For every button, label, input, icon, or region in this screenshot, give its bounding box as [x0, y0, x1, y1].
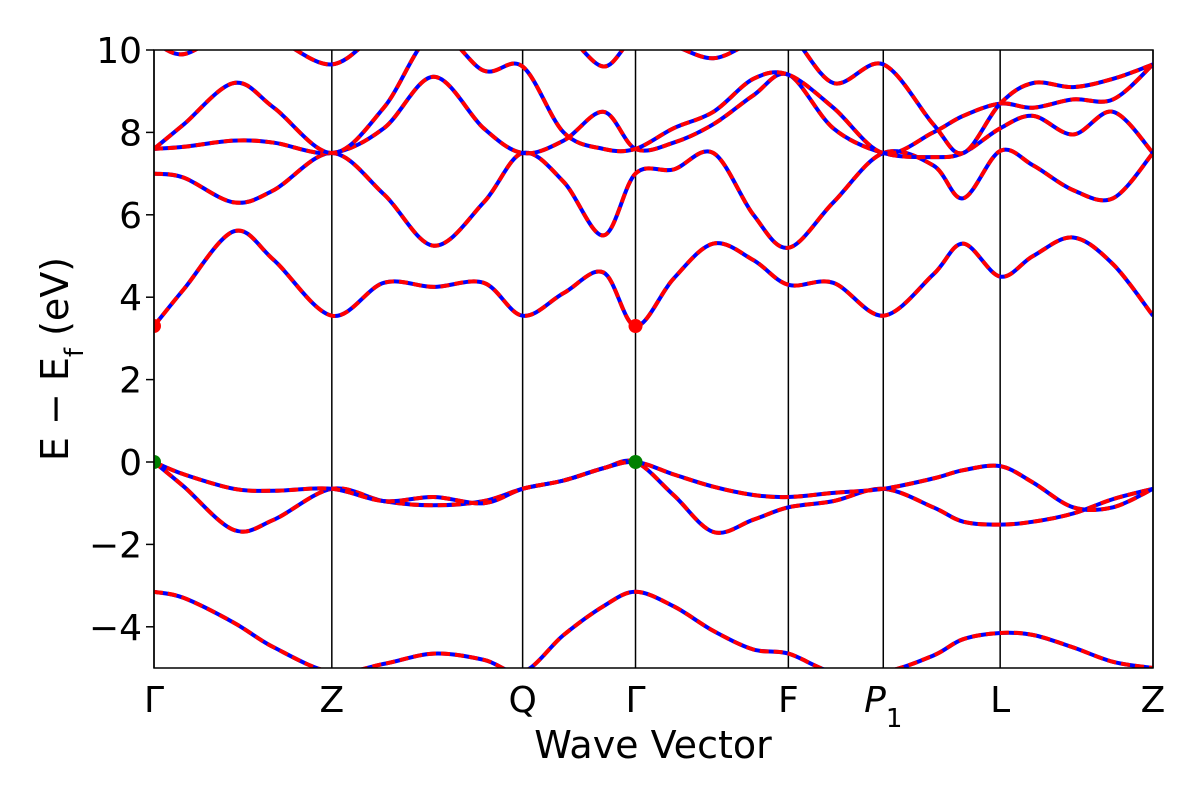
y-tick-label: 2	[119, 361, 142, 402]
x-tick-label-subscript: 1	[886, 704, 903, 734]
x-tick-label: Z	[319, 680, 344, 721]
high-symmetry-lines	[153, 50, 1154, 668]
x-tick-label-main: Z	[1141, 680, 1166, 721]
band-line-overlay	[154, 459, 1153, 512]
band-line-overlay	[162, 50, 1153, 156]
x-tick-label-main: F	[778, 680, 799, 721]
y-axis-label-unit: (eV)	[33, 257, 77, 348]
band-line-base	[154, 228, 1153, 328]
band-line-base	[154, 50, 1153, 156]
x-tick-label-main: Z	[319, 680, 344, 721]
x-tick-label: L	[990, 680, 1010, 721]
x-tick-label-main: Q	[508, 680, 536, 721]
band-line-overlay	[154, 147, 1153, 250]
band-edge-markers	[154, 319, 643, 469]
y-tick-label: 8	[119, 113, 142, 154]
x-tick-label: P1	[864, 680, 902, 734]
x-tick-label: Γ	[144, 680, 164, 721]
band-line-base	[154, 71, 1153, 160]
x-tick-label: Z	[1141, 680, 1166, 721]
band-line-overlay	[154, 589, 1153, 668]
band-edge-marker	[154, 319, 161, 334]
y-tick-label: 0	[119, 443, 142, 484]
plot-frame	[153, 49, 1154, 669]
band-line-base	[154, 458, 1153, 535]
y-axis-label: E − Ef (eV)	[33, 257, 90, 461]
band-line-overlay	[154, 50, 1153, 156]
y-axis-label-subscript: f	[60, 347, 90, 357]
band-edge-marker	[154, 455, 161, 469]
x-tick-label-main: L	[990, 680, 1010, 721]
y-tick-label: 10	[96, 31, 142, 72]
y-axis-ticks: −4 −2 0 2 4 6 8 10	[89, 31, 154, 649]
x-axis-ticks: Γ Z Q Γ F P1 L Z	[144, 680, 1165, 734]
band-lines	[154, 50, 1153, 668]
x-axis-label: Wave Vector	[534, 723, 772, 767]
band-line-overlay	[154, 228, 1153, 328]
y-tick-label: −4	[89, 608, 142, 649]
x-tick-label: Q	[508, 680, 536, 721]
band-edge-marker	[628, 455, 643, 469]
y-tick-label: −2	[89, 525, 142, 566]
x-tick-label: F	[778, 680, 799, 721]
x-tick-label-main: Γ	[625, 680, 645, 721]
band-line-overlay	[154, 458, 1153, 535]
x-tick-label-main: Γ	[144, 680, 164, 721]
y-tick-label: 4	[119, 278, 142, 319]
band-edge-marker	[628, 319, 643, 334]
y-tick-label: 6	[119, 196, 142, 237]
y-axis-label-main: E − E	[33, 357, 77, 461]
x-tick-label: Γ	[625, 680, 645, 721]
band-line-overlay	[154, 71, 1153, 160]
band-line-base	[162, 50, 1153, 156]
x-tick-label-main: P	[864, 680, 886, 721]
